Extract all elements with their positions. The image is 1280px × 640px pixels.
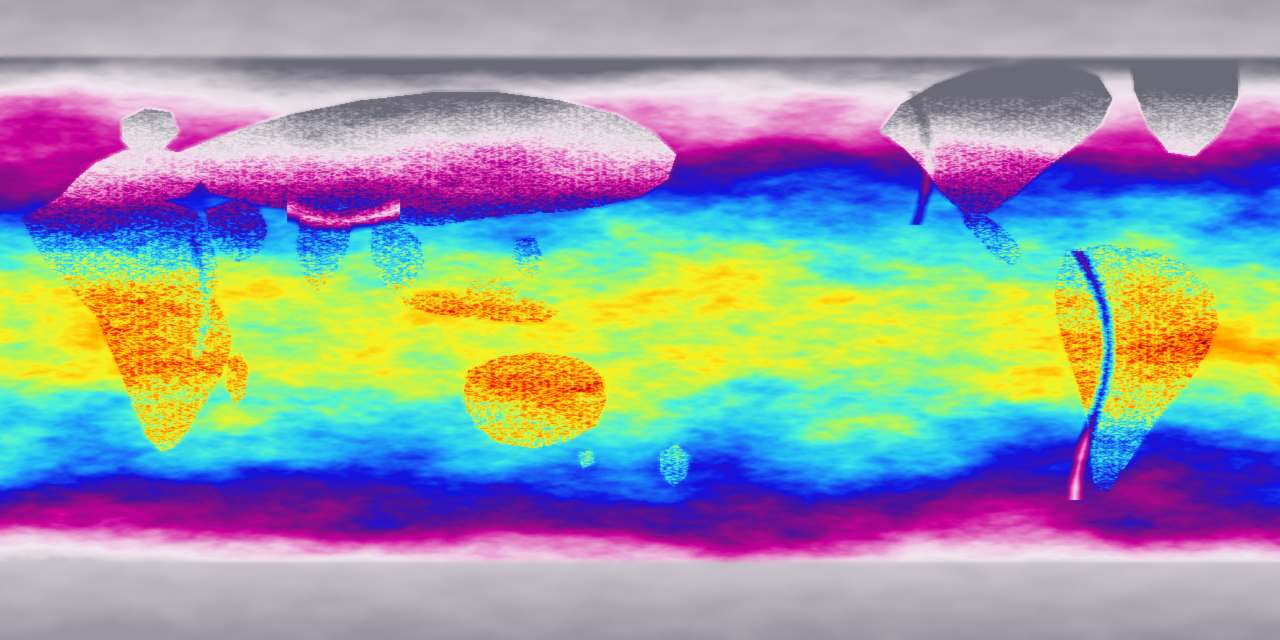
temperature-map-viewport [0,0,1280,640]
global-temperature-heatmap [0,0,1280,640]
